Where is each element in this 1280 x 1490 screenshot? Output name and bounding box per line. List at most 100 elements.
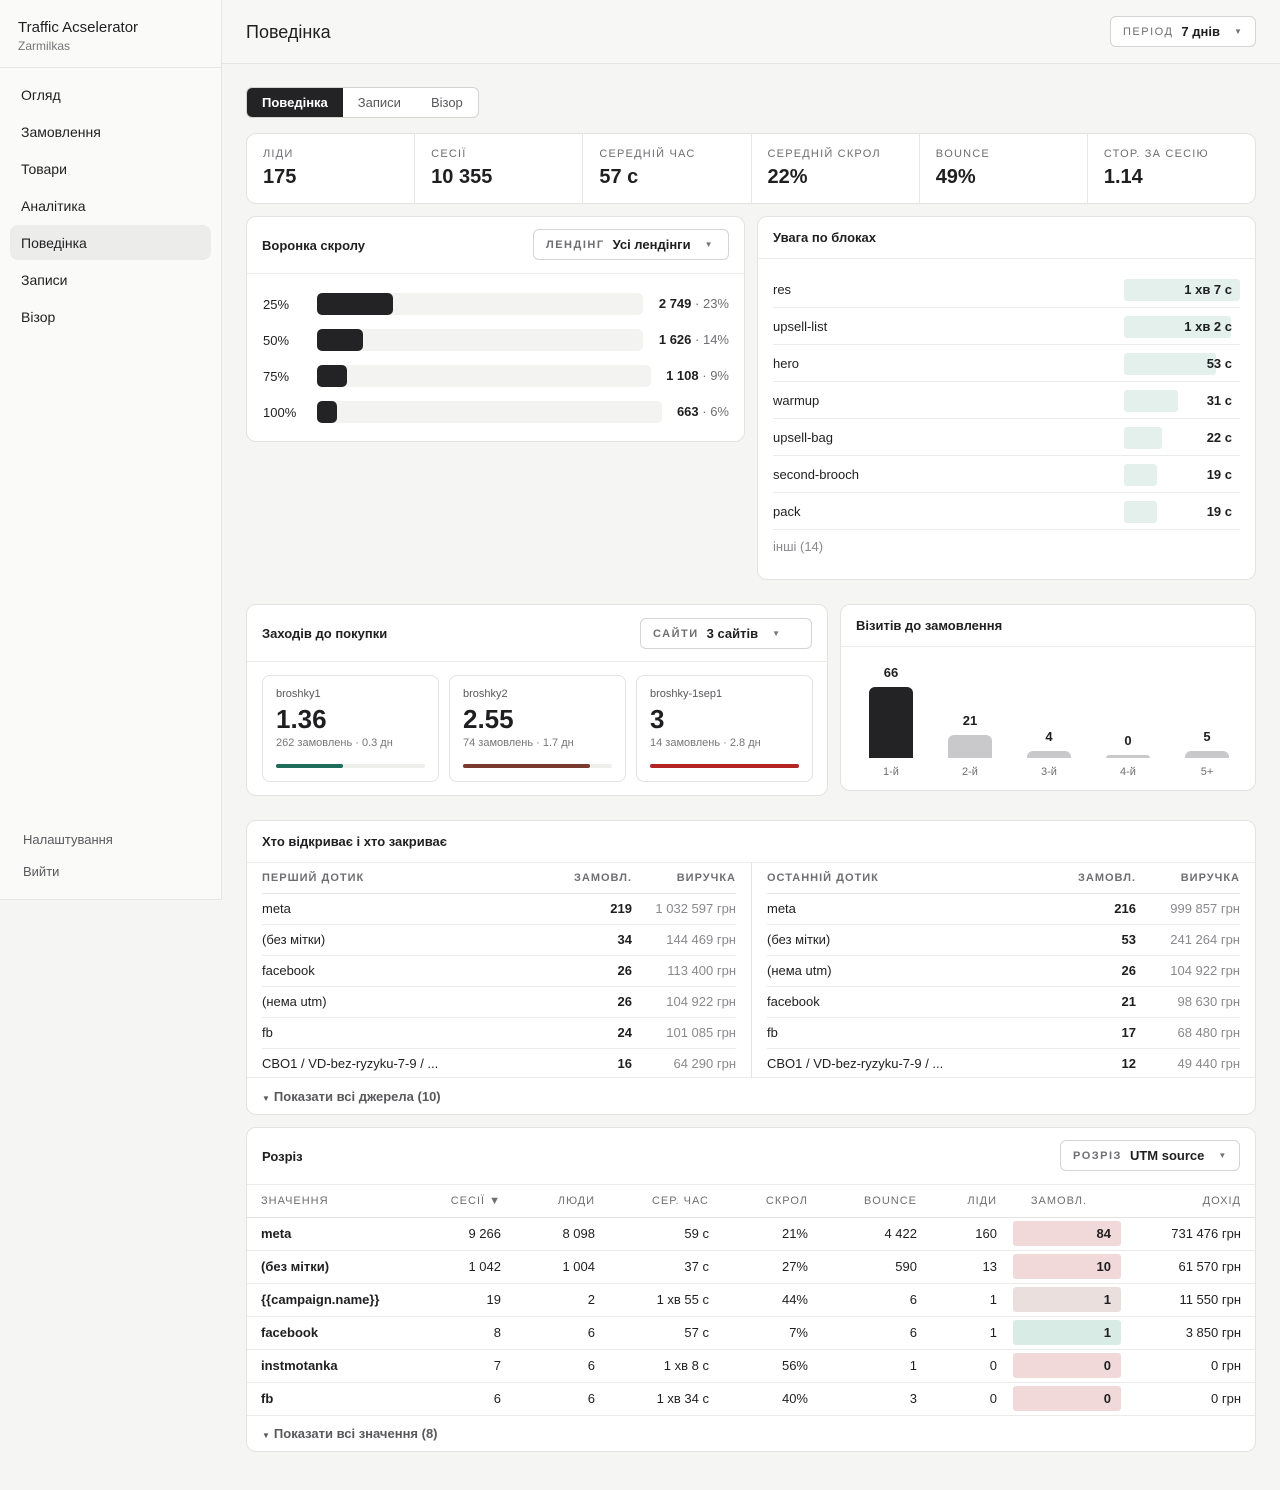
site-sub: 74 замовлень · 1.7 дн — [463, 737, 574, 749]
attention-value: 31 с — [1206, 393, 1232, 408]
sidebar-item-viewer[interactable]: Візор — [21, 308, 56, 325]
cell: 19 — [427, 1283, 501, 1317]
app-subtitle: Zarmilkas — [18, 39, 71, 53]
attention-more[interactable]: інші (14) — [773, 539, 824, 554]
chart-title: Візитів до замовлення — [856, 618, 1003, 633]
show-all-values-button[interactable]: ▼ Показати всі значення (8) — [262, 1426, 438, 1441]
tab-behavior[interactable]: Поведінка — [247, 88, 343, 117]
bar — [1106, 755, 1150, 758]
sidebar-item-orders[interactable]: Замовлення — [21, 123, 101, 140]
attention-block-name: upsell-bag — [773, 429, 833, 445]
site-progress-track — [463, 764, 612, 768]
period-selector[interactable]: Період 7 днів ▼ — [1110, 16, 1256, 47]
funnel-pct-label: 75% — [263, 368, 290, 384]
orders-count: 53 — [1046, 924, 1136, 956]
view-tabs: Поведінка Записи Візор — [246, 87, 479, 118]
kpi-pages-per-session: Стор. за сесію 1.14 — [1088, 134, 1255, 203]
cell: 1 хв 55 с — [595, 1283, 709, 1317]
revenue-value: 113 400 грн — [632, 955, 736, 987]
cell: fb — [247, 1382, 427, 1416]
attention-row: second-brooch 19 с — [773, 456, 1240, 493]
source-name: meta — [262, 893, 542, 925]
sidebar-item-products[interactable]: Товари — [21, 160, 67, 177]
revenue-value: 999 857 грн — [1136, 893, 1240, 925]
attention-block-name: upsell-list — [773, 318, 828, 334]
column-header: Сер. час — [595, 1185, 709, 1218]
sites-value: 3 сайтів — [706, 626, 759, 641]
cell: 1 хв 8 с — [595, 1349, 709, 1383]
site-progress-fill — [650, 764, 799, 768]
visits-to-order-card: Візитів до замовлення 66 1-й 21 2-й 4 3-й 0 4-й… — [840, 604, 1256, 791]
revenue-value: 241 264 грн — [1136, 924, 1240, 956]
column-header: Перший дотик — [262, 863, 542, 894]
cell: 1 004 — [501, 1250, 595, 1284]
site-sub: 262 замовлень · 0.3 дн — [276, 737, 393, 749]
cell: {{campaign.name}} — [247, 1283, 427, 1317]
tab-recordings[interactable]: Записи — [357, 95, 401, 110]
sidebar-item-behavior[interactable]: Поведінка — [10, 225, 211, 260]
column-header: Ліди — [917, 1185, 997, 1218]
cell: 84 — [997, 1217, 1121, 1251]
cell: 59 с — [595, 1217, 709, 1251]
app-title: Traffic Acselerator — [18, 19, 139, 36]
show-all-sources-button[interactable]: ▼ Показати всі джерела (10) — [262, 1089, 441, 1104]
attention-row: res 1 хв 7 с — [773, 271, 1240, 308]
column-header: Дохід — [1121, 1185, 1255, 1218]
cell: 27% — [709, 1250, 808, 1284]
table-row[interactable]: instmotanka 7 6 1 хв 8 с 56% 1 0 0 0 грн — [247, 1349, 1255, 1383]
attention-row: upsell-list 1 хв 2 с — [773, 308, 1240, 345]
breakdown-selector[interactable]: Розріз UTM source ▼ — [1060, 1140, 1240, 1171]
table-row: facebook 21 98 630 грн — [767, 986, 1240, 1018]
funnel-share: · 6% — [702, 404, 729, 419]
cell: 0 грн — [1121, 1349, 1255, 1383]
sidebar-bottom: Налаштування Вийти — [23, 826, 113, 890]
sidebar-item-recordings[interactable]: Записи — [21, 271, 68, 288]
table-row: fb 24 101 085 грн — [262, 1017, 736, 1049]
tab-viewer[interactable]: Візор — [430, 95, 463, 110]
chevron-down-icon: ▼ — [772, 629, 781, 638]
table-row[interactable]: fb 6 6 1 хв 34 с 40% 3 0 0 0 грн — [247, 1382, 1255, 1416]
funnel-fill — [317, 293, 393, 315]
cell: 0 грн — [1121, 1382, 1255, 1416]
x-tick-label: 5+ — [1200, 766, 1214, 778]
x-tick-label: 2-й — [962, 766, 978, 778]
cell: 37 с — [595, 1250, 709, 1284]
sidebar-item-overview[interactable]: Огляд — [21, 86, 61, 103]
first-touch-table: Перший дотик Замовл. Виручка meta 219 1 032 5… — [262, 863, 736, 1079]
site-name: broshky-1sep1 — [650, 688, 723, 700]
logout-link[interactable]: Вийти — [23, 864, 60, 879]
orders-count: 26 — [542, 986, 632, 1018]
table-row: (нема utm) 26 104 922 грн — [262, 986, 736, 1018]
cell: 56% — [709, 1349, 808, 1383]
orders-badge: 1 — [1013, 1320, 1121, 1345]
kpi-value: 10 355 — [431, 166, 493, 188]
table-row[interactable]: facebook 8 6 57 с 7% 6 1 1 3 850 грн — [247, 1316, 1255, 1350]
visits-to-purchase-card: Заходів до покупки Сайти 3 сайтів ▼ bros… — [246, 604, 828, 796]
attention-bar — [1124, 353, 1216, 375]
attention-row: hero 53 с — [773, 345, 1240, 382]
kpi-bounce: Bounce 49% — [920, 134, 1088, 203]
bar-value-label: 0 — [1124, 733, 1132, 748]
attention-block-name: pack — [773, 503, 801, 519]
sites-selector[interactable]: Сайти 3 сайтів ▼ — [640, 618, 812, 649]
cell: 731 476 грн — [1121, 1217, 1255, 1251]
bar-value-label: 5 — [1203, 729, 1211, 744]
sidebar-item-analytics[interactable]: Аналітика — [21, 197, 86, 214]
kpi-label: Bounce — [935, 148, 990, 160]
settings-link[interactable]: Налаштування — [23, 832, 113, 847]
site-value: 1.36 — [276, 704, 327, 734]
sessions-sort-header[interactable]: Сесії ▼ — [427, 1185, 501, 1218]
orders-count: 216 — [1046, 893, 1136, 925]
funnel-count: 663 — [676, 404, 699, 419]
landing-selector[interactable]: Лендінг Усі лендінги ▼ — [533, 229, 729, 260]
table-row[interactable]: {{campaign.name}} 19 2 1 хв 55 с 44% 6 1 1 11 55… — [247, 1283, 1255, 1317]
cell: 40% — [709, 1382, 808, 1416]
kpi-value: 175 — [263, 166, 297, 188]
site-value: 3 — [650, 704, 665, 734]
attention-block-name: warmup — [773, 392, 820, 408]
table-row[interactable]: (без мітки) 1 042 1 004 37 с 27% 590 13 10 61 57… — [247, 1250, 1255, 1284]
cell: 0 — [917, 1382, 997, 1416]
breakdown-card: Розріз Розріз UTM source ▼ Значення Сесії… — [246, 1127, 1256, 1452]
cell: meta — [247, 1217, 427, 1251]
table-row[interactable]: meta 9 266 8 098 59 с 21% 4 422 160 84 731 476 г… — [247, 1217, 1255, 1251]
